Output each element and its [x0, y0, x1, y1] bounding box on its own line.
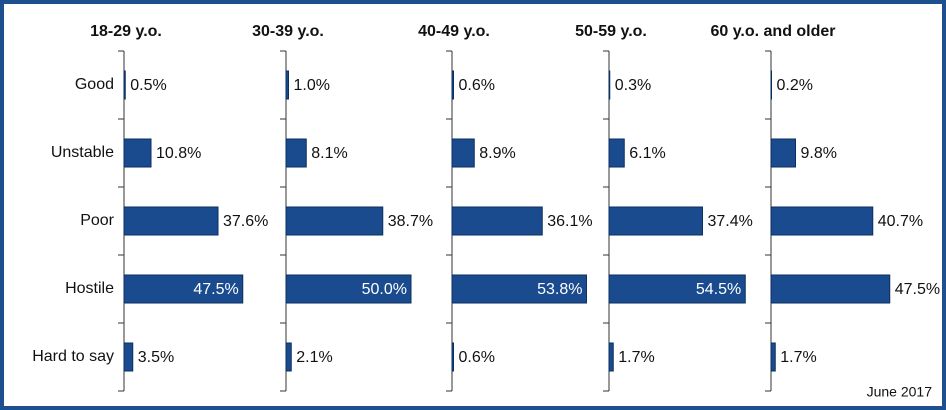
bar: [770, 206, 874, 236]
value-label: 8.1%: [311, 145, 347, 162]
value-label: 37.4%: [708, 213, 753, 230]
panel-title: 30-39 y.o.: [252, 23, 324, 40]
bar: [451, 342, 454, 372]
value-label: 8.9%: [479, 145, 515, 162]
bar: [770, 138, 796, 168]
note: June 2017: [867, 384, 933, 400]
bar: [123, 274, 244, 304]
value-label: 6.1%: [629, 145, 665, 162]
panel-title: 60 y.o. and older: [710, 23, 835, 40]
bar: [123, 206, 219, 236]
bar: [608, 274, 746, 304]
value-label: 0.5%: [130, 77, 166, 94]
bar: [285, 342, 292, 372]
panel-title: 40-49 y.o.: [418, 23, 490, 40]
bar: [285, 70, 289, 100]
value-label: 36.1%: [547, 213, 592, 230]
value-label: 0.6%: [459, 349, 495, 366]
value-label: 0.6%: [459, 77, 495, 94]
value-label: 40.7%: [878, 213, 923, 230]
bar: [451, 138, 475, 168]
bar: [608, 342, 614, 372]
category-label: Hostile: [65, 280, 114, 297]
bar: [285, 138, 307, 168]
value-label: 1.7%: [780, 349, 816, 366]
bar: [770, 342, 776, 372]
value-label: 47.5%: [895, 281, 940, 298]
category-label: Hard to say: [32, 348, 114, 365]
bar: [608, 206, 703, 236]
value-label: 37.6%: [223, 213, 268, 230]
bar: [123, 70, 126, 100]
value-label: 10.8%: [156, 145, 201, 162]
value-label: 1.0%: [294, 77, 330, 94]
bar: [123, 138, 152, 168]
bar: [608, 138, 625, 168]
value-label: 2.1%: [296, 349, 332, 366]
bar: [451, 206, 543, 236]
value-label: 38.7%: [388, 213, 433, 230]
bar: [285, 274, 412, 304]
value-label: 3.5%: [138, 349, 174, 366]
category-label: Poor: [80, 212, 114, 229]
value-label: 9.8%: [801, 145, 837, 162]
value-label: 50.0%: [362, 281, 407, 298]
bar: [770, 274, 891, 304]
value-label: 53.8%: [537, 281, 582, 298]
panel-title: 18-29 y.o.: [90, 23, 162, 40]
bar: [608, 70, 611, 100]
value-label: 47.5%: [193, 281, 238, 298]
bar: [770, 70, 772, 100]
value-label: 54.5%: [696, 281, 741, 298]
panel-title: 50-59 y.o.: [575, 23, 647, 40]
bar: [285, 206, 384, 236]
bar: [123, 342, 134, 372]
category-label: Unstable: [51, 144, 114, 161]
category-label: Good: [75, 76, 114, 93]
value-label: 0.3%: [615, 77, 651, 94]
bar: [451, 70, 454, 100]
value-label: 0.2%: [777, 77, 813, 94]
bar: [451, 274, 587, 304]
value-label: 1.7%: [618, 349, 654, 366]
